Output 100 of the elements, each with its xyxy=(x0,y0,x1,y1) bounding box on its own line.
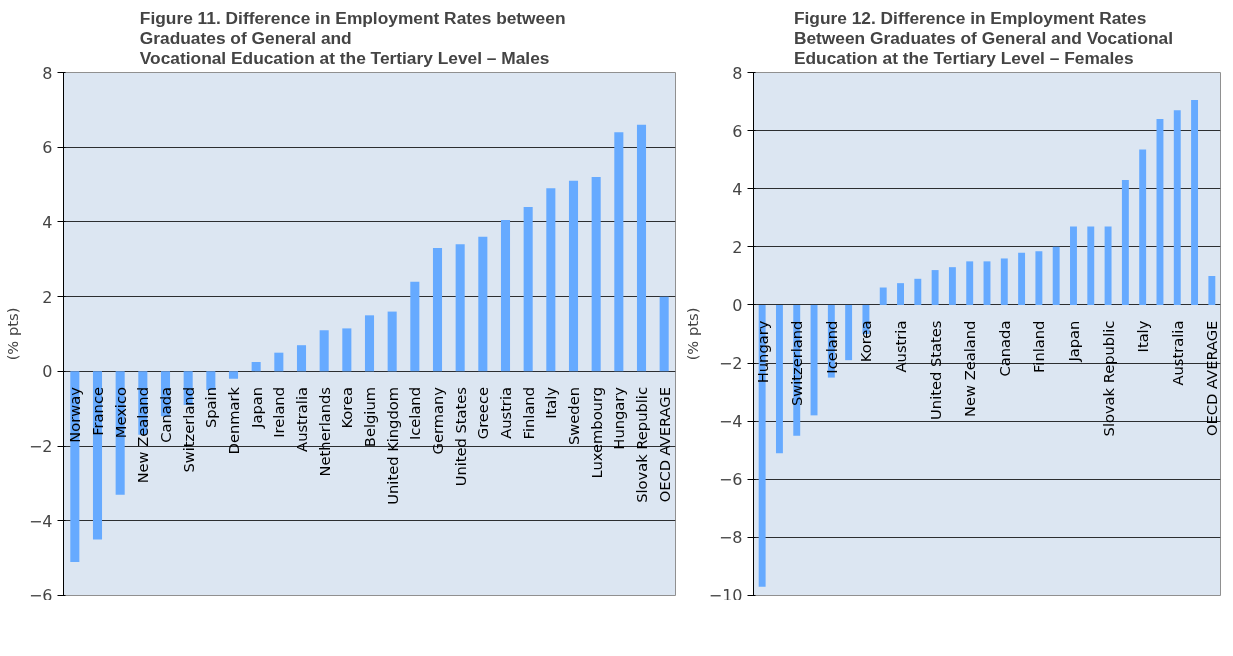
bar xyxy=(387,311,397,372)
x-tick-label: Hungary xyxy=(610,386,628,450)
x-tick-label: Australia xyxy=(1168,320,1186,386)
x-tick-label: Iceland xyxy=(822,320,840,374)
bar xyxy=(659,296,669,372)
bar xyxy=(251,362,261,372)
bar xyxy=(1035,251,1043,305)
y-tick-label: 6 xyxy=(42,138,53,158)
bar xyxy=(1191,100,1199,305)
x-tick-label: United States xyxy=(451,387,469,487)
x-tick-label: Austria xyxy=(892,320,910,373)
x-tick-label: Canada xyxy=(995,320,1013,377)
x-tick-label: Hungary xyxy=(753,320,771,384)
y-tick-label: 2 xyxy=(42,287,53,307)
bar xyxy=(364,315,375,372)
y-tick-label: 4 xyxy=(732,179,743,199)
bar xyxy=(274,352,284,372)
x-tick-label: Switzerland xyxy=(179,387,197,473)
x-tick-label: Slovak Republic xyxy=(1099,320,1117,437)
y-tick-label: −8 xyxy=(718,528,743,548)
x-tick-label: OECD AVERAGE xyxy=(655,387,673,503)
bar xyxy=(897,283,904,305)
bar xyxy=(966,261,974,305)
x-tick-label: Denmark xyxy=(225,386,242,455)
chart-title: Figure 11. Difference in Employment Rates between Graduates of General and Vocational Education at the Tertiary Level – Males xyxy=(139,7,566,68)
bar xyxy=(948,267,956,305)
y-tick-label: −2 xyxy=(718,354,743,374)
y-tick-label: 8 xyxy=(732,63,743,83)
bar xyxy=(478,236,488,372)
bar xyxy=(1208,275,1216,305)
y-tick-label: 8 xyxy=(42,63,53,83)
x-tick-label: New Zealand xyxy=(961,320,979,417)
x-tick-label: Canada xyxy=(157,387,174,443)
y-tick-label: 6 xyxy=(732,121,743,141)
x-tick-label: Japan xyxy=(247,387,265,429)
bar xyxy=(1052,246,1060,305)
bar xyxy=(931,270,939,305)
x-tick-label: Ireland xyxy=(270,387,288,438)
bar xyxy=(1173,110,1181,305)
bar xyxy=(614,132,624,372)
x-tick-label: Germany xyxy=(429,386,446,455)
y-tick-label: −6 xyxy=(718,470,743,490)
bar xyxy=(296,345,307,372)
x-tick-label: Luxembourg xyxy=(587,387,605,479)
y-tick-label: −6 xyxy=(28,585,53,605)
bar xyxy=(1139,149,1147,305)
y-tick-label: 2 xyxy=(732,237,743,257)
x-tick-label: Norway xyxy=(66,386,84,443)
x-tick-label: Slovak Republic xyxy=(633,387,650,503)
x-tick-label: France xyxy=(89,387,106,436)
x-tick-label: Italy xyxy=(1134,320,1152,353)
x-tick-label: Mexico xyxy=(111,387,129,439)
bar xyxy=(546,188,556,372)
x-tick-label: Korea xyxy=(857,320,875,363)
x-tick-label: Spain xyxy=(202,387,220,428)
x-tick-label: Finland xyxy=(519,387,537,440)
bar xyxy=(523,206,533,372)
bar xyxy=(1121,180,1129,305)
y-tick-label: −4 xyxy=(28,511,53,531)
y-tick-label: 0 xyxy=(42,362,53,382)
x-tick-label: Greece xyxy=(474,387,492,440)
x-tick-label: Sweden xyxy=(565,387,582,445)
bar xyxy=(636,124,647,372)
x-tick-label: Belgium xyxy=(361,387,378,448)
x-tick-label: Japan xyxy=(1064,320,1082,363)
y-tick-label: 0 xyxy=(732,295,743,315)
bar xyxy=(914,278,922,305)
bar xyxy=(455,244,465,372)
x-tick-label: United States xyxy=(926,320,944,420)
bar xyxy=(568,180,579,372)
x-tick-label: Italy xyxy=(542,386,560,419)
chart-title: Figure 12. Difference in Employment Rates Between Graduates of General and Vocational Education at the Tertiary Level – Females xyxy=(793,7,1174,68)
x-tick-label: New Zealand xyxy=(134,387,152,484)
y-axis-title: (% pts) xyxy=(683,307,701,361)
x-tick-label: Korea xyxy=(338,387,356,429)
x-tick-label: Iceland xyxy=(406,387,424,441)
bar xyxy=(1070,226,1077,305)
bar xyxy=(1000,258,1008,305)
bar xyxy=(591,177,601,372)
bar xyxy=(1104,226,1112,305)
x-tick-label: Switzerland xyxy=(788,320,806,407)
y-tick-label: −10 xyxy=(708,585,743,605)
x-tick-label: Finland xyxy=(1030,320,1048,373)
bar xyxy=(775,304,783,454)
bar xyxy=(845,304,853,361)
y-axis-title: (% pts) xyxy=(3,307,21,361)
y-tick-label: 4 xyxy=(42,212,53,232)
x-tick-label: Netherlands xyxy=(315,387,333,477)
x-tick-label: OECD AVERAGE xyxy=(1203,320,1221,436)
bar xyxy=(879,287,887,305)
bar xyxy=(432,248,443,372)
y-tick-label: −4 xyxy=(718,412,743,432)
bar xyxy=(410,281,420,372)
bar xyxy=(228,371,239,379)
y-tick-label: −2 xyxy=(28,437,53,457)
bar xyxy=(342,328,352,372)
bar xyxy=(319,330,329,372)
x-tick-label: Austria xyxy=(497,387,514,439)
bar xyxy=(1018,252,1026,305)
bar xyxy=(500,220,511,372)
